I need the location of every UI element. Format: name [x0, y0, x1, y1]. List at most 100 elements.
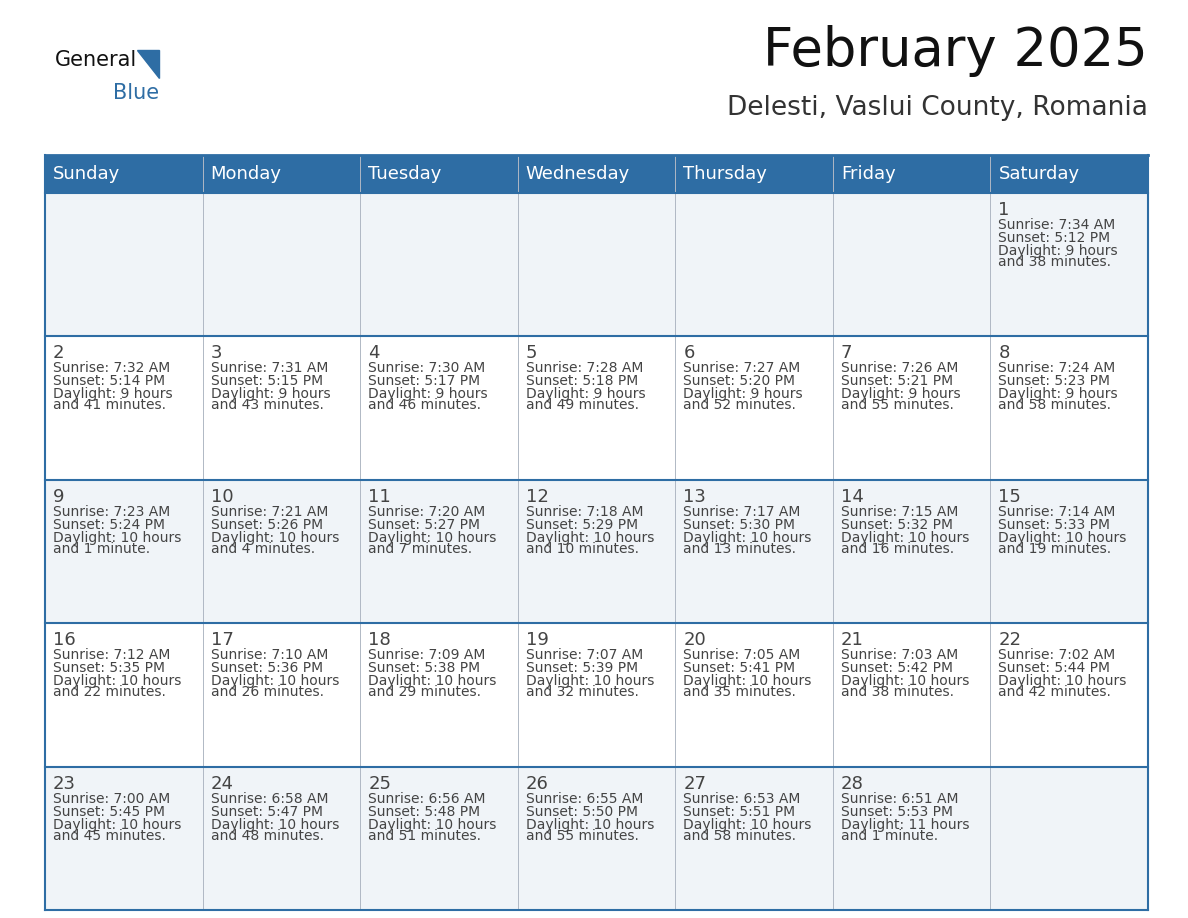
Text: and 55 minutes.: and 55 minutes. [526, 829, 639, 843]
Text: Sunrise: 7:00 AM: Sunrise: 7:00 AM [53, 791, 170, 806]
Text: 10: 10 [210, 487, 233, 506]
Text: Friday: Friday [841, 165, 896, 183]
Text: 22: 22 [998, 632, 1022, 649]
Text: 12: 12 [526, 487, 549, 506]
Text: Sunrise: 6:56 AM: Sunrise: 6:56 AM [368, 791, 486, 806]
Text: Sunrise: 7:23 AM: Sunrise: 7:23 AM [53, 505, 170, 519]
Text: and 58 minutes.: and 58 minutes. [683, 829, 796, 843]
Text: 7: 7 [841, 344, 852, 363]
Text: and 22 minutes.: and 22 minutes. [53, 685, 166, 700]
Text: Tuesday: Tuesday [368, 165, 442, 183]
Text: Daylight: 10 hours: Daylight: 10 hours [210, 818, 339, 832]
Text: 20: 20 [683, 632, 706, 649]
Text: and 13 minutes.: and 13 minutes. [683, 542, 796, 555]
Text: 17: 17 [210, 632, 234, 649]
Text: 15: 15 [998, 487, 1022, 506]
Text: and 41 minutes.: and 41 minutes. [53, 398, 166, 412]
Text: and 46 minutes.: and 46 minutes. [368, 398, 481, 412]
Text: Sunset: 5:44 PM: Sunset: 5:44 PM [998, 661, 1111, 676]
Text: Sunset: 5:15 PM: Sunset: 5:15 PM [210, 375, 323, 388]
Text: and 1 minute.: and 1 minute. [53, 542, 150, 555]
Text: Sunset: 5:42 PM: Sunset: 5:42 PM [841, 661, 953, 676]
Text: February 2025: February 2025 [763, 25, 1148, 77]
Text: Sunrise: 7:10 AM: Sunrise: 7:10 AM [210, 648, 328, 662]
Bar [45, 336, 1148, 480]
Text: and 38 minutes.: and 38 minutes. [998, 255, 1112, 269]
Text: 9: 9 [53, 487, 64, 506]
Text: and 26 minutes.: and 26 minutes. [210, 685, 323, 700]
Text: Daylight: 10 hours: Daylight: 10 hours [841, 531, 969, 544]
Text: Sunset: 5:47 PM: Sunset: 5:47 PM [210, 804, 323, 819]
Text: 23: 23 [53, 775, 76, 792]
Text: Daylight: 10 hours: Daylight: 10 hours [53, 818, 182, 832]
Text: 14: 14 [841, 487, 864, 506]
Text: Sunset: 5:29 PM: Sunset: 5:29 PM [526, 518, 638, 532]
Text: Sunrise: 7:03 AM: Sunrise: 7:03 AM [841, 648, 958, 662]
Text: 27: 27 [683, 775, 707, 792]
Text: Daylight: 10 hours: Daylight: 10 hours [998, 674, 1126, 688]
Text: Daylight: 9 hours: Daylight: 9 hours [53, 387, 172, 401]
Text: Daylight: 10 hours: Daylight: 10 hours [210, 674, 339, 688]
Text: Sunrise: 6:55 AM: Sunrise: 6:55 AM [526, 791, 643, 806]
Text: Daylight: 10 hours: Daylight: 10 hours [526, 818, 655, 832]
Text: Sunrise: 7:28 AM: Sunrise: 7:28 AM [526, 362, 643, 375]
Text: 4: 4 [368, 344, 380, 363]
Text: Saturday: Saturday [998, 165, 1080, 183]
Text: and 38 minutes.: and 38 minutes. [841, 685, 954, 700]
Text: and 29 minutes.: and 29 minutes. [368, 685, 481, 700]
Text: Sunrise: 7:34 AM: Sunrise: 7:34 AM [998, 218, 1116, 232]
Text: Daylight: 10 hours: Daylight: 10 hours [368, 818, 497, 832]
Text: Sunrise: 7:24 AM: Sunrise: 7:24 AM [998, 362, 1116, 375]
Text: Daylight: 9 hours: Daylight: 9 hours [998, 244, 1118, 258]
Text: Sunset: 5:35 PM: Sunset: 5:35 PM [53, 661, 165, 676]
Text: Sunset: 5:53 PM: Sunset: 5:53 PM [841, 804, 953, 819]
Text: Sunset: 5:33 PM: Sunset: 5:33 PM [998, 518, 1111, 532]
Text: Sunset: 5:12 PM: Sunset: 5:12 PM [998, 231, 1111, 245]
Text: Sunset: 5:20 PM: Sunset: 5:20 PM [683, 375, 795, 388]
Text: Sunrise: 7:17 AM: Sunrise: 7:17 AM [683, 505, 801, 519]
Text: and 45 minutes.: and 45 minutes. [53, 829, 166, 843]
Text: and 55 minutes.: and 55 minutes. [841, 398, 954, 412]
Bar [45, 767, 1148, 910]
Text: Sunset: 5:23 PM: Sunset: 5:23 PM [998, 375, 1111, 388]
Text: General: General [55, 50, 138, 70]
Text: Monday: Monday [210, 165, 282, 183]
Text: 19: 19 [526, 632, 549, 649]
Text: 24: 24 [210, 775, 234, 792]
Text: Sunrise: 6:51 AM: Sunrise: 6:51 AM [841, 791, 959, 806]
Text: and 58 minutes.: and 58 minutes. [998, 398, 1112, 412]
Text: 8: 8 [998, 344, 1010, 363]
Text: Daylight: 10 hours: Daylight: 10 hours [683, 674, 811, 688]
Text: Daylight: 9 hours: Daylight: 9 hours [841, 387, 960, 401]
Text: Sunset: 5:41 PM: Sunset: 5:41 PM [683, 661, 796, 676]
Text: and 4 minutes.: and 4 minutes. [210, 542, 315, 555]
Polygon shape [137, 50, 159, 78]
Text: and 1 minute.: and 1 minute. [841, 829, 939, 843]
Text: 6: 6 [683, 344, 695, 363]
Text: Sunset: 5:18 PM: Sunset: 5:18 PM [526, 375, 638, 388]
Text: 16: 16 [53, 632, 76, 649]
Bar [45, 480, 1148, 623]
Text: Sunrise: 7:12 AM: Sunrise: 7:12 AM [53, 648, 170, 662]
Text: 21: 21 [841, 632, 864, 649]
Text: Sunset: 5:48 PM: Sunset: 5:48 PM [368, 804, 480, 819]
Text: and 32 minutes.: and 32 minutes. [526, 685, 639, 700]
Text: Thursday: Thursday [683, 165, 767, 183]
Text: Daylight: 10 hours: Daylight: 10 hours [998, 531, 1126, 544]
Text: Daylight: 10 hours: Daylight: 10 hours [368, 531, 497, 544]
Text: Sunrise: 7:14 AM: Sunrise: 7:14 AM [998, 505, 1116, 519]
Text: Sunset: 5:17 PM: Sunset: 5:17 PM [368, 375, 480, 388]
Text: 5: 5 [526, 344, 537, 363]
Text: Sunset: 5:38 PM: Sunset: 5:38 PM [368, 661, 480, 676]
Text: 2: 2 [53, 344, 64, 363]
Text: and 52 minutes.: and 52 minutes. [683, 398, 796, 412]
Bar [45, 193, 1148, 336]
Text: Sunrise: 7:07 AM: Sunrise: 7:07 AM [526, 648, 643, 662]
Text: 11: 11 [368, 487, 391, 506]
Text: 1: 1 [998, 201, 1010, 219]
Text: 18: 18 [368, 632, 391, 649]
Text: 28: 28 [841, 775, 864, 792]
Text: Daylight: 11 hours: Daylight: 11 hours [841, 818, 969, 832]
Text: Sunrise: 7:15 AM: Sunrise: 7:15 AM [841, 505, 959, 519]
Text: Sunset: 5:24 PM: Sunset: 5:24 PM [53, 518, 165, 532]
